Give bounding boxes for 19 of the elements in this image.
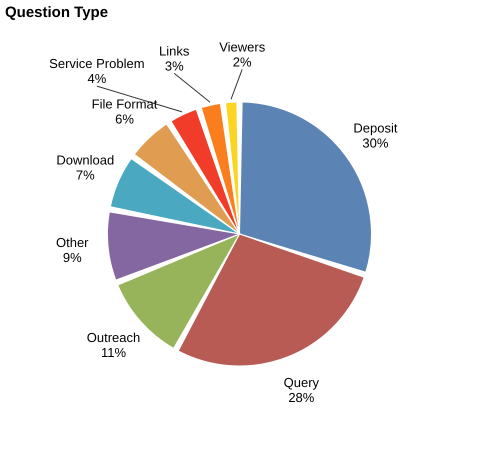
slice-label: Other bbox=[56, 234, 90, 250]
slice-label: Outreach bbox=[86, 330, 140, 346]
data-label: 2% bbox=[232, 54, 252, 70]
slice-label: Download bbox=[56, 152, 114, 168]
slice-label: Links bbox=[159, 43, 190, 58]
data-label: 6% bbox=[115, 112, 134, 127]
slice-label: Deposit bbox=[353, 120, 398, 136]
data-label: 7% bbox=[76, 167, 96, 182]
data-label: 30% bbox=[362, 135, 389, 150]
data-label: 4% bbox=[87, 71, 107, 86]
slice-label: File Format bbox=[92, 96, 158, 112]
data-label: 3% bbox=[164, 58, 184, 74]
chart-title: Question Type bbox=[5, 4, 108, 21]
slice-label: Service Problem bbox=[49, 56, 145, 72]
data-label: 11% bbox=[100, 345, 126, 360]
slice-label: Viewers bbox=[219, 39, 266, 54]
data-label: 28% bbox=[288, 390, 315, 406]
slice-label: Query bbox=[284, 375, 320, 390]
data-label: 9% bbox=[62, 250, 82, 265]
